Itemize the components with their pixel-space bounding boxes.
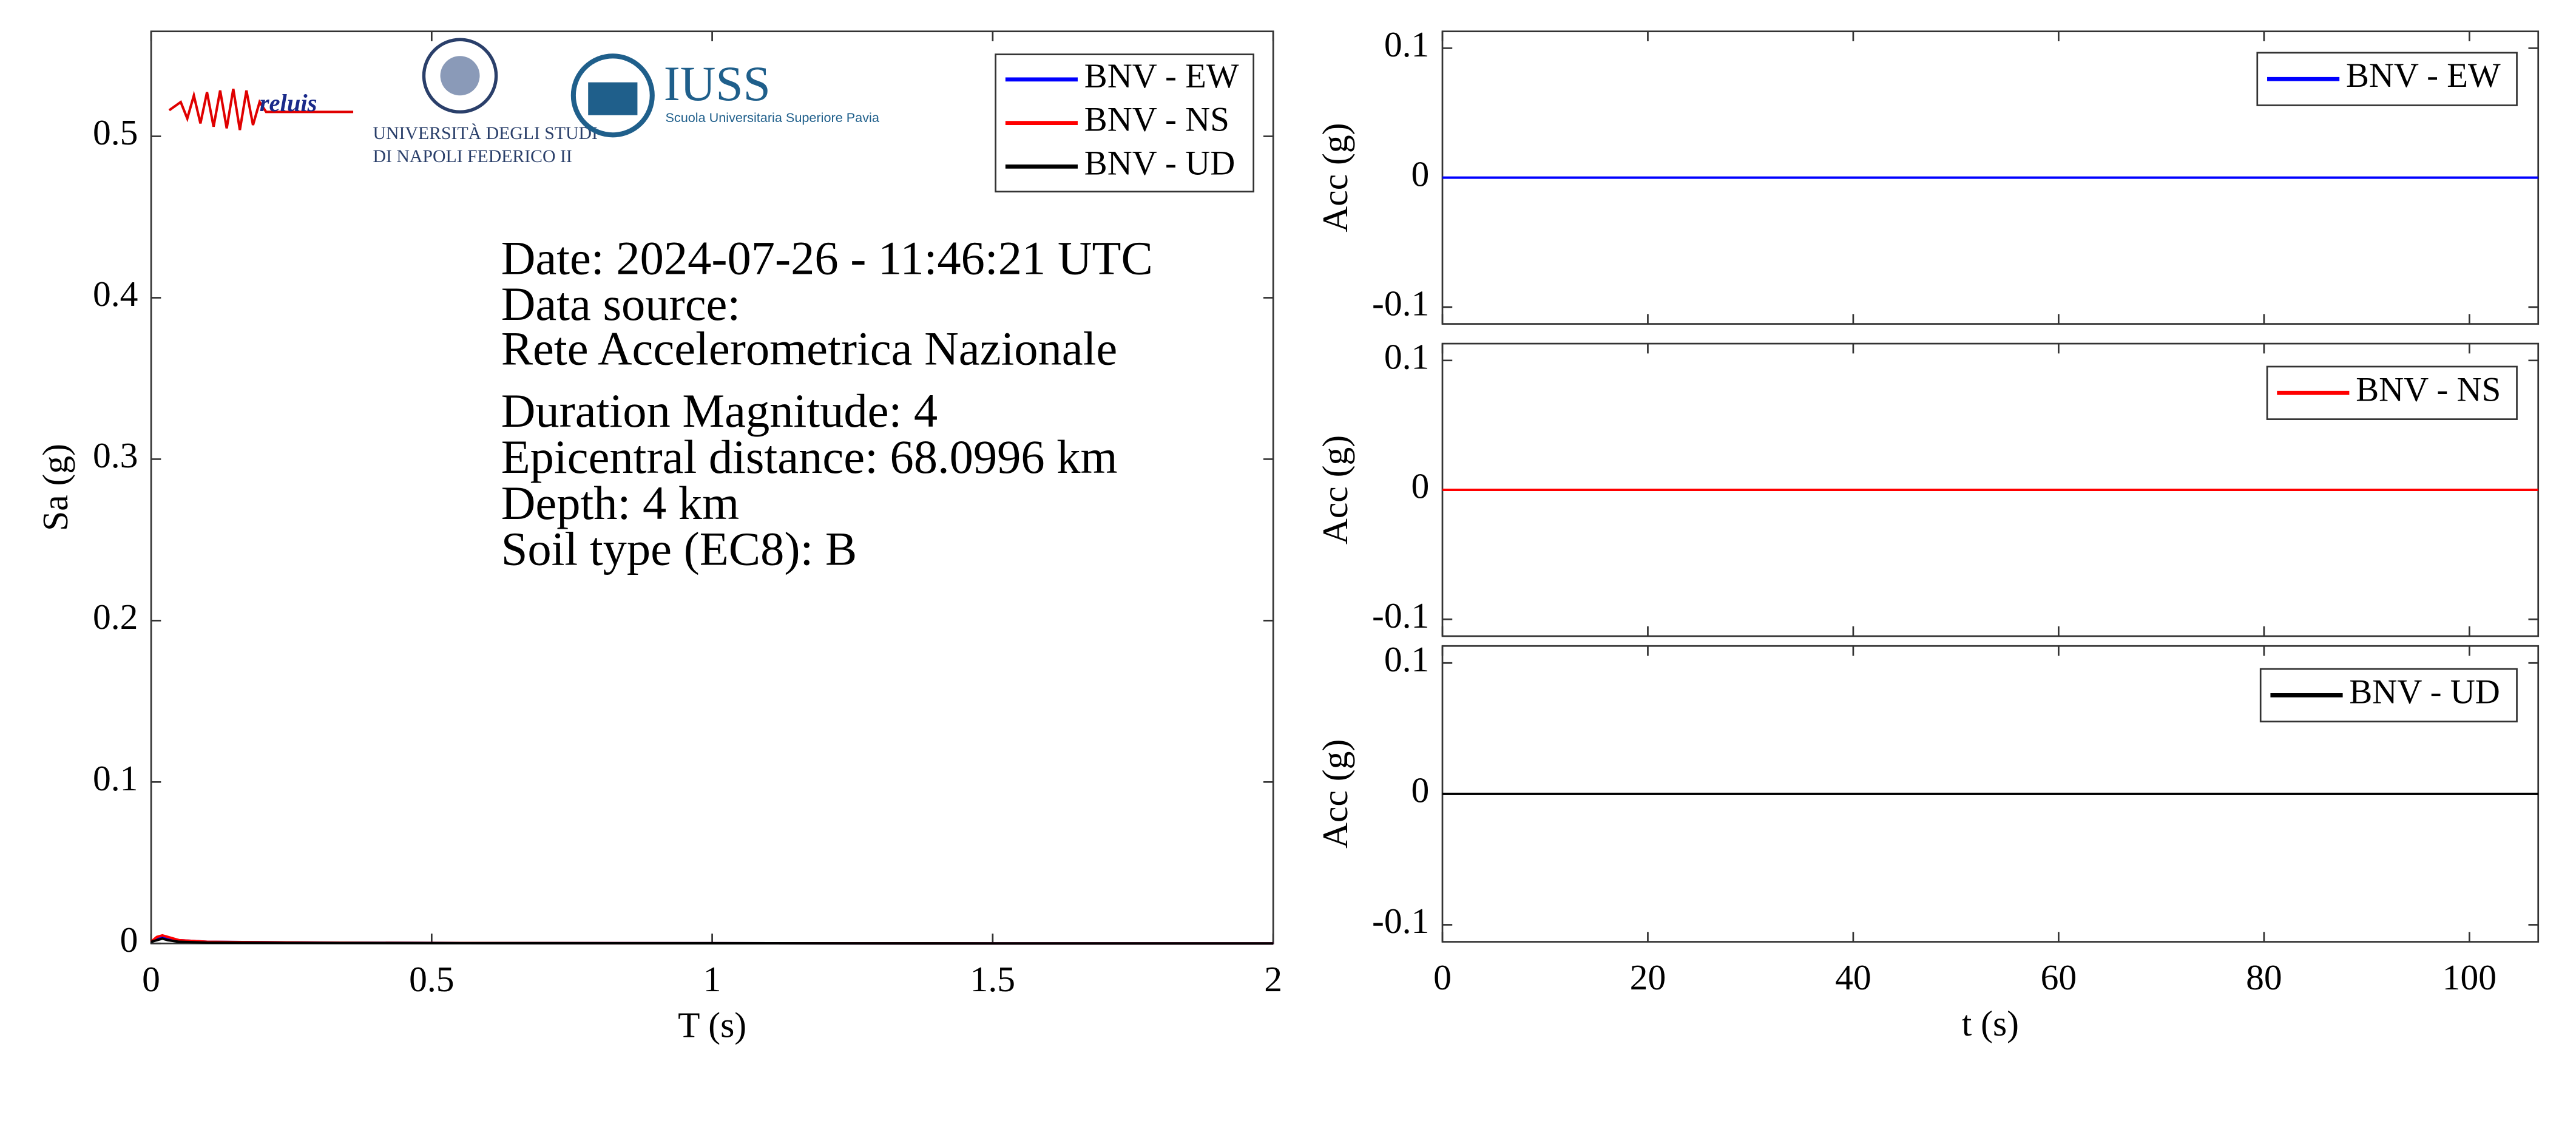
data-line <box>150 937 1274 945</box>
legend-label: BNV - EW <box>2346 56 2501 95</box>
logo-text: Scuola Universitaria Superiore Pavia <box>665 110 879 125</box>
y-tick-label: 0.1 <box>93 758 138 798</box>
y-tick-label: 0.4 <box>93 274 138 314</box>
y-tick-label: -0.1 <box>1372 283 1429 324</box>
reluis-wave <box>168 89 354 131</box>
legend-label: BNV - NS <box>2356 370 2501 409</box>
unina-seal <box>440 56 480 96</box>
x-tick-label: 60 <box>2041 957 2077 997</box>
x-axis-label: t (s) <box>1962 1003 2019 1043</box>
annotation: Data source: <box>501 277 741 330</box>
x-tick-label: 2 <box>1264 959 1282 999</box>
x-tick-label: 1.5 <box>970 959 1015 999</box>
logo-text: reluis <box>260 89 317 117</box>
y-axis-label: Acc (g) <box>1315 739 1355 849</box>
y-tick-label: 0.2 <box>93 597 138 637</box>
annotation: Rete Accelerometrica Nazionale <box>501 322 1118 375</box>
legend-label: BNV - UD <box>2349 673 2500 711</box>
y-tick-label: 0 <box>1411 154 1430 194</box>
annotation: Date: 2024-07-26 - 11:46:21 UTC <box>501 231 1153 284</box>
y-tick-label: 0.5 <box>93 112 138 152</box>
annotation: Soil type (EC8): B <box>501 523 857 575</box>
logo-text: UNIVERSITÀ DEGLI STUDI <box>373 123 598 143</box>
y-axis-label: Sa (g) <box>35 444 75 531</box>
y-tick-label: 0 <box>1411 466 1430 506</box>
legend-label: BNV - NS <box>1084 101 1229 139</box>
x-tick-label: 0.5 <box>409 959 454 999</box>
y-tick-label: 0.1 <box>1384 24 1429 64</box>
y-tick-label: 0.1 <box>1384 336 1429 376</box>
logo-text: DI NAPOLI FEDERICO II <box>373 146 572 166</box>
y-tick-label: -0.1 <box>1372 901 1429 941</box>
x-tick-label: 1 <box>703 959 722 999</box>
iuss-seal <box>570 53 655 138</box>
annotation: Depth: 4 km <box>501 477 739 529</box>
y-axis-label: Acc (g) <box>1315 435 1355 544</box>
x-tick-label: 80 <box>2246 957 2282 997</box>
iuss-seal <box>588 82 638 115</box>
y-tick-label: -0.1 <box>1372 595 1429 636</box>
x-tick-label: 40 <box>1835 957 1871 997</box>
x-tick-label: 20 <box>1630 957 1666 997</box>
y-tick-label: 0 <box>1411 770 1430 810</box>
y-tick-label: 0.3 <box>93 435 138 475</box>
legend-label: BNV - UD <box>1084 144 1235 182</box>
x-tick-label: 0 <box>142 959 160 999</box>
y-tick-label: 0 <box>120 920 138 960</box>
y-axis-label: Acc (g) <box>1315 123 1355 232</box>
y-tick-label: 0.1 <box>1384 639 1429 679</box>
legend-label: BNV - EW <box>1084 57 1239 95</box>
x-tick-label: 0 <box>1433 957 1452 997</box>
annotation: Epicentral distance: 68.0996 km <box>501 430 1118 483</box>
unina-seal <box>422 38 498 114</box>
x-axis-label: T (s) <box>678 1005 746 1045</box>
x-tick-label: 100 <box>2442 957 2497 997</box>
logo-text: IUSS <box>664 56 771 111</box>
annotation: Duration Magnitude: 4 <box>501 384 938 437</box>
logos: reluis UNIVERSITÀ DEGLI STUDI DI NAPOLI … <box>168 38 880 166</box>
